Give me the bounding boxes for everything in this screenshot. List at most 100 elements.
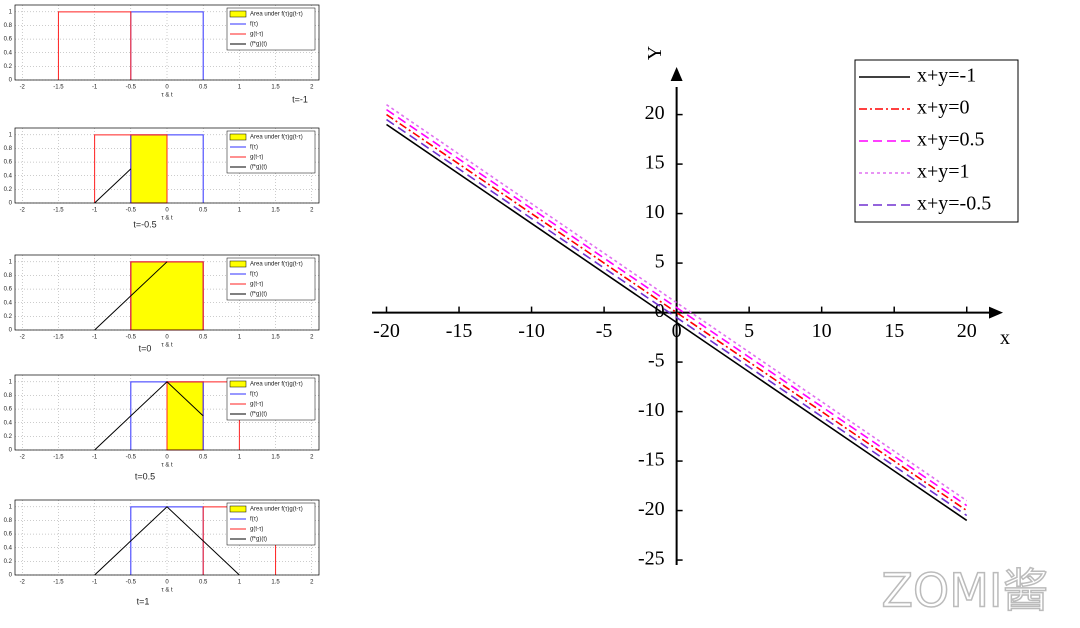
small-chart: -2 -1.5 -1 -0.5 0 0.5 1 1.5 2 0 0.2 0.4 0.6 0.8 1 Area … xyxy=(4,127,320,229)
legend-label: Area under f(τ)g(t-τ) xyxy=(250,262,303,268)
legend-label: Area under f(τ)g(t-τ) xyxy=(250,135,303,141)
x-tick-label: 0.5 xyxy=(199,85,208,91)
small-chart: -2 -1.5 -1 -0.5 0 0.5 1 1.5 2 0 0.2 0.4 0.6 0.8 1 Area … xyxy=(4,499,320,606)
x-tick-label: 2 xyxy=(310,208,314,214)
y-tick-label: 0.2 xyxy=(4,434,13,440)
series-line xyxy=(94,506,240,576)
legend-box xyxy=(854,59,1019,223)
annotation: t=0 xyxy=(139,343,152,353)
legend-label: x+y=0.5 xyxy=(917,129,985,151)
x-tick-label: 5 xyxy=(744,320,754,342)
y-tick-label: 0.8 xyxy=(4,518,13,524)
x-axis-label: τ & t xyxy=(161,343,173,349)
x-tick-label: 1 xyxy=(238,208,242,214)
area xyxy=(130,261,204,331)
x-tick-label: -1 xyxy=(92,85,98,91)
x-tick-label: 0 xyxy=(165,85,169,91)
small-chart: -2 -1.5 -1 -0.5 0 0.5 1 1.5 2 0 0.2 0.4 0.6 0.8 1 Area … xyxy=(4,254,320,353)
x-tick-label: -1 xyxy=(92,208,98,214)
legend-label: f(τ) xyxy=(250,517,258,523)
x-tick-label: -1.5 xyxy=(53,455,64,461)
series-line xyxy=(94,381,204,451)
series-line xyxy=(386,123,968,522)
x-tick-label: -2 xyxy=(20,455,26,461)
plot-frame xyxy=(14,374,320,451)
x-tick-label: -1 xyxy=(92,580,98,586)
x-tick-label: 2 xyxy=(310,580,314,586)
plot-frame xyxy=(14,499,320,576)
y-tick-label: 10 xyxy=(645,201,665,223)
x-tick-label: 0.5 xyxy=(199,335,208,341)
legend-swatch xyxy=(229,260,247,268)
y-tick-label: 20 xyxy=(645,102,665,124)
legend-label: Area under f(τ)g(t-τ) xyxy=(250,12,303,18)
x-tick-label: 20 xyxy=(957,320,977,342)
y-tick-label: 0.2 xyxy=(4,559,13,565)
series-line xyxy=(94,168,132,204)
legend-label: g(t-τ) xyxy=(250,402,263,408)
series-line xyxy=(57,11,132,80)
y-tick-label: 0.6 xyxy=(4,532,13,538)
plot-frame xyxy=(14,254,320,331)
x-tick-label: -5 xyxy=(596,320,613,342)
y-tick-label: 0.6 xyxy=(4,407,13,413)
area xyxy=(166,381,204,451)
x-tick-label: 0.5 xyxy=(199,455,208,461)
x-axis-label: x xyxy=(1000,327,1010,349)
legend-swatch xyxy=(229,10,247,18)
y-tick-label: -25 xyxy=(638,548,665,570)
x-tick-label: 0.5 xyxy=(199,580,208,586)
legend-label: Area under f(τ)g(t-τ) xyxy=(250,382,303,388)
area xyxy=(130,134,168,204)
x-tick-label: 0 xyxy=(165,580,169,586)
y-tick-label: 0.8 xyxy=(4,146,13,152)
x-tick-label: -1 xyxy=(92,455,98,461)
y-tick-label: 0 xyxy=(9,573,13,579)
legend-label: (f*g)(t) xyxy=(250,42,267,48)
series-line xyxy=(386,108,968,507)
y-axis-label: Y xyxy=(644,46,666,60)
y-tick-label: 1 xyxy=(9,379,13,385)
x-tick-label: 1 xyxy=(238,580,242,586)
y-tick-label: 0.4 xyxy=(4,173,13,179)
legend-label: f(τ) xyxy=(250,272,258,278)
x-tick-label: 1.5 xyxy=(271,208,280,214)
y-tick-label: 0.6 xyxy=(4,160,13,166)
x-tick-label: -2 xyxy=(20,208,26,214)
x-tick-label: -10 xyxy=(518,320,545,342)
x-tick-label: -2 xyxy=(20,335,26,341)
x-tick-label: 1 xyxy=(238,335,242,341)
x-tick-label: 1.5 xyxy=(271,455,280,461)
x-tick-label: 0.5 xyxy=(199,208,208,214)
x-tick-label: 1 xyxy=(238,85,242,91)
small-chart: -2 -1.5 -1 -0.5 0 0.5 1 1.5 2 0 0.2 0.4 0.6 0.8 1 Area … xyxy=(4,4,320,104)
plot-frame xyxy=(14,4,320,81)
plot-frame xyxy=(14,127,320,204)
legend-label: x+y=-0.5 xyxy=(917,193,991,215)
legend-label: Area under f(τ)g(t-τ) xyxy=(250,507,303,513)
x-tick-label: 1.5 xyxy=(271,580,280,586)
legend-label: (f*g)(t) xyxy=(250,537,267,543)
legend-label: f(τ) xyxy=(250,392,258,398)
x-tick-label: -0.5 xyxy=(126,208,137,214)
legend-swatch xyxy=(229,505,247,513)
legend-box xyxy=(226,502,316,546)
y-tick-label: 0.4 xyxy=(4,420,13,426)
x-tick-label: -1.5 xyxy=(53,580,64,586)
annotation: t=-0.5 xyxy=(133,219,156,229)
x-tick-label: -0.5 xyxy=(126,335,137,341)
x-axis-arrow xyxy=(989,306,1003,319)
legend-swatch xyxy=(229,380,247,388)
legend-label: g(t-τ) xyxy=(250,32,263,38)
x-tick-label: 2 xyxy=(310,85,314,91)
legend-label: (f*g)(t) xyxy=(250,165,267,171)
x-tick-label: 0 xyxy=(672,320,682,342)
legend-swatch xyxy=(229,133,247,141)
y-tick-label: 1 xyxy=(9,504,13,510)
annotation: t=-1 xyxy=(292,94,308,104)
legend-label: g(t-τ) xyxy=(250,155,263,161)
y-tick-label: 0 xyxy=(9,328,13,334)
x-tick-label: -2 xyxy=(20,85,26,91)
y-tick-label: 0.2 xyxy=(4,314,13,320)
